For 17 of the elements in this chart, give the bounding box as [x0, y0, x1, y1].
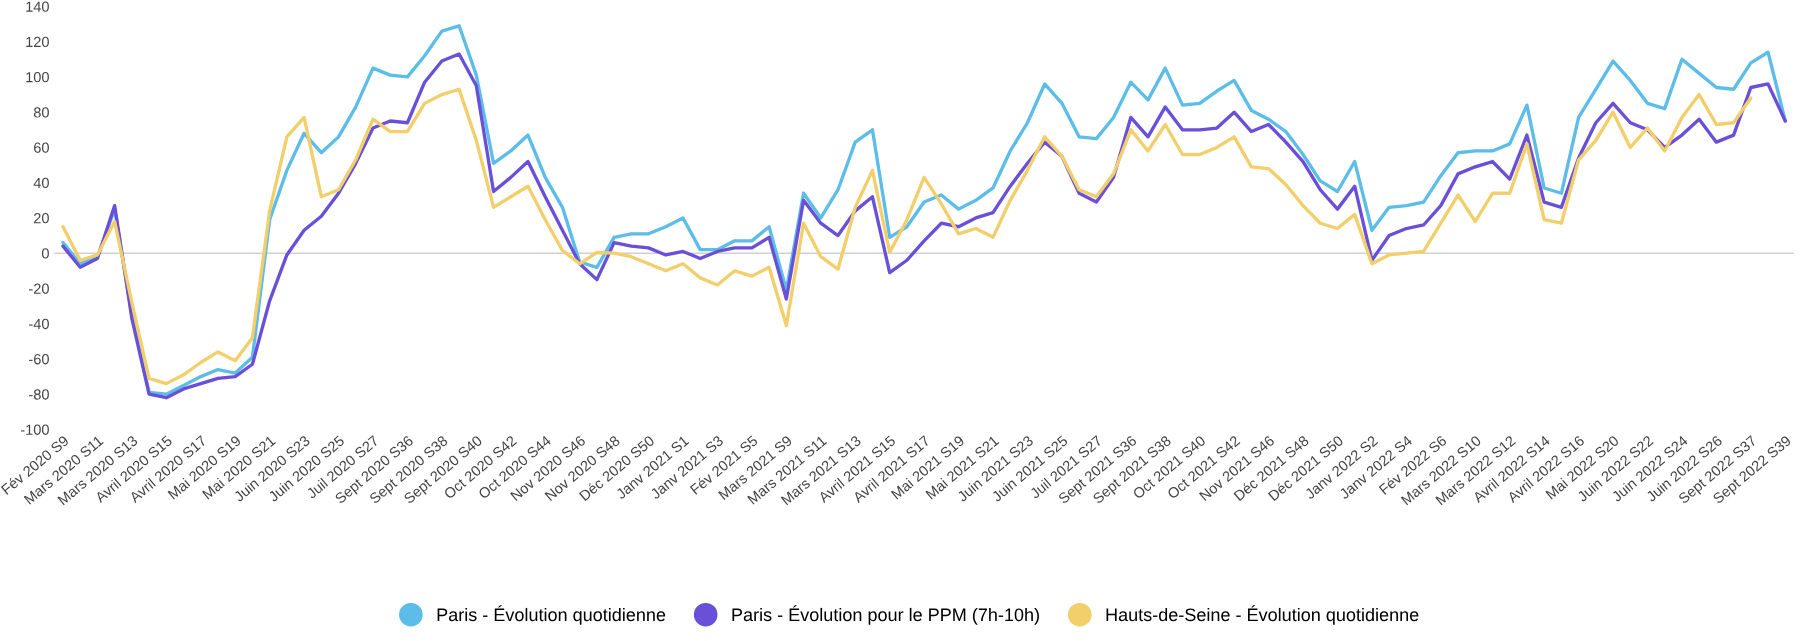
line-series [61, 87, 1753, 386]
y-tick-label: -40 [29, 318, 49, 330]
y-tick-label: 100 [26, 72, 49, 83]
y-tick-label: 20 [34, 213, 49, 224]
legend-label: Paris - Évolution pour le PPM (7h-10h) [732, 605, 1039, 625]
y-tick-label: 40 [33, 177, 49, 189]
y-tick-label: 0 [41, 248, 49, 259]
y-tick-label: 120 [26, 36, 49, 48]
legend-label: Paris - Évolution quotidienne [437, 605, 666, 625]
y-tick-label: -60 [29, 354, 49, 365]
y-tick-label: -100 [20, 424, 49, 435]
y-tick-label: -20 [29, 283, 49, 294]
y-tick-label: -80 [29, 389, 49, 400]
y-tick-label: 80 [33, 107, 49, 118]
y-tick-label: 60 [34, 142, 49, 153]
legend-label: Hauts-de-Seine - Évolution quotidienne [1106, 605, 1419, 625]
y-tick-label: 140 [26, 1, 49, 12]
